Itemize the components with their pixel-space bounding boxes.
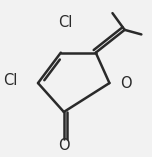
Text: Cl: Cl (58, 15, 73, 30)
Text: Cl: Cl (3, 73, 18, 87)
Text: O: O (58, 138, 70, 153)
Text: O: O (120, 76, 132, 91)
